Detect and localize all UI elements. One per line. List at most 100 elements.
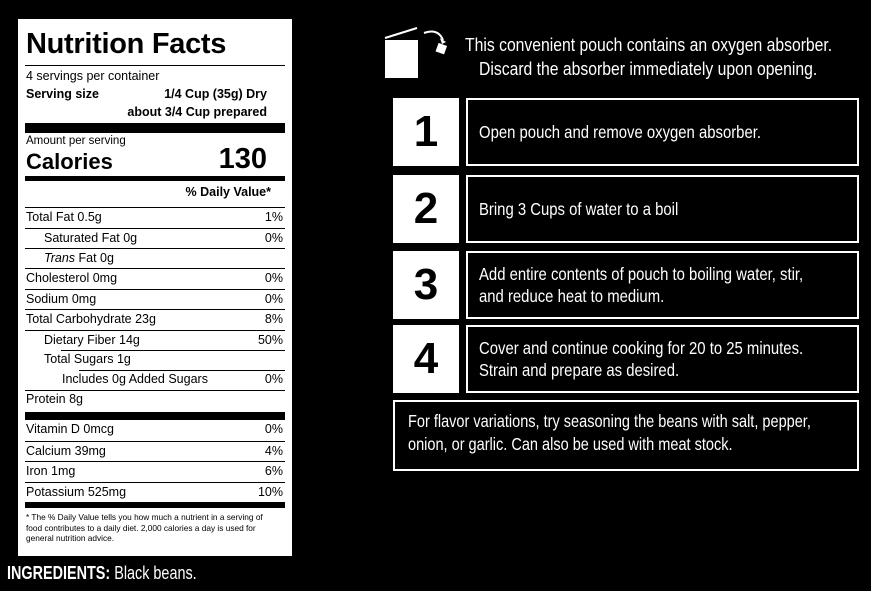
nutrient-label-text: Dietary Fiber 14g bbox=[44, 333, 140, 347]
nutrient-row: Vitamin D 0mcg 0% bbox=[25, 420, 285, 440]
nutrient-row: Total Sugars 1g bbox=[25, 350, 285, 370]
nutrient-label: Dietary Fiber 14g bbox=[44, 331, 140, 350]
nutrition-facts-panel: Nutrition Facts 4 servings per container… bbox=[18, 19, 292, 556]
nutrient-label: Potassium 525mg bbox=[26, 483, 126, 502]
nutrient-label-text: Protein 8g bbox=[26, 392, 83, 406]
nutrient-daily-value: 50% bbox=[257, 333, 283, 347]
step-text: Cover and continue cooking for 20 to 25 … bbox=[479, 337, 860, 381]
step-number: 4 bbox=[393, 325, 459, 393]
flavor-variations-box: For flavor variations, try seasoning the… bbox=[393, 400, 859, 471]
nutrient-label-text: Saturated Fat 0g bbox=[44, 231, 138, 245]
nutrient-label: Total Sugars 1g bbox=[44, 350, 131, 369]
nutrient-row: Dietary Fiber 14g 50% bbox=[25, 330, 285, 350]
nutrient-row: Total Fat 0.5g 1% bbox=[25, 207, 285, 227]
nutrient-daily-value: 0% bbox=[264, 271, 283, 285]
amount-per-serving: Amount per serving bbox=[26, 135, 126, 147]
step-text: Open pouch and remove oxygen absorber. bbox=[479, 121, 811, 143]
oxygen-notice-line2: Discard the absorber immediately upon op… bbox=[479, 58, 818, 79]
pouch-absorber-icon bbox=[384, 27, 448, 78]
footnote: * The % Daily Value tells you how much a… bbox=[26, 512, 263, 543]
ingredients: INGREDIENTS: Black beans. bbox=[7, 563, 244, 583]
serving-prepared: about 3/4 Cup prepared bbox=[127, 105, 267, 119]
nutrient-label-text: Fat 0g bbox=[75, 251, 114, 265]
nutrient-label-text: Includes 0g Added Sugars bbox=[62, 372, 208, 386]
nutrient-daily-value: 0% bbox=[264, 372, 283, 386]
divider bbox=[61, 350, 285, 351]
nutrient-daily-value: 6% bbox=[264, 464, 283, 478]
nutrient-daily-value: 8% bbox=[264, 312, 283, 326]
nutrient-label: Vitamin D 0mcg bbox=[26, 420, 114, 439]
daily-value-header: % Daily Value* bbox=[185, 185, 271, 199]
nutrient-daily-value: 0% bbox=[264, 422, 283, 436]
nutrient-label: Calcium 39mg bbox=[26, 442, 106, 461]
nutrient-row: Sodium 0mg 0% bbox=[25, 289, 285, 309]
nutrient-label-text: Sodium 0mg bbox=[26, 292, 97, 306]
nutrient-row: Total Carbohydrate 23g 8% bbox=[25, 309, 285, 329]
nutrient-row: Potassium 525mg 10% bbox=[25, 482, 285, 502]
nutrient-label: Protein 8g bbox=[26, 390, 83, 409]
nutrient-label: Total Fat 0.5g bbox=[26, 208, 102, 227]
divider bbox=[25, 65, 285, 66]
step-text-line: Open pouch and remove oxygen absorber. bbox=[479, 122, 761, 142]
nutrient-daily-value: 0% bbox=[264, 231, 283, 245]
nutrient-label: Includes 0g Added Sugars bbox=[62, 370, 208, 389]
step-text-line: Add entire contents of pouch to boiling … bbox=[479, 264, 804, 284]
step-text-line: Cover and continue cooking for 20 to 25 … bbox=[479, 338, 804, 358]
serving-size-value: 1/4 Cup (35g) Dry bbox=[164, 87, 267, 101]
nutrient-row: Protein 8g bbox=[25, 390, 285, 410]
nutrient-row: Iron 1mg 6% bbox=[25, 461, 285, 481]
nutrient-daily-value: 1% bbox=[264, 210, 283, 224]
nutrient-label: Trans Fat 0g bbox=[44, 249, 114, 268]
step-text: Bring 3 Cups of water to a boil bbox=[479, 198, 713, 220]
step-instruction: Bring 3 Cups of water to a boil bbox=[466, 175, 859, 243]
nutrient-row: Includes 0g Added Sugars 0% bbox=[25, 370, 285, 390]
step-instruction: Cover and continue cooking for 20 to 25 … bbox=[466, 325, 859, 393]
step-text-line: Strain and prepare as desired. bbox=[479, 360, 680, 380]
nutrient-label-text: Vitamin D 0mcg bbox=[26, 422, 114, 436]
step-text-line: Bring 3 Cups of water to a boil bbox=[479, 199, 679, 219]
nutrient-label: Total Carbohydrate 23g bbox=[26, 310, 156, 329]
nutrient-label-text: Total Carbohydrate 23g bbox=[26, 312, 156, 326]
nutrient-daily-value: 0% bbox=[264, 292, 283, 306]
flavor-line2: onion, or garlic. Can also be used with … bbox=[408, 434, 733, 454]
thick-divider bbox=[25, 502, 285, 508]
medium-divider bbox=[25, 176, 285, 181]
nutrition-title: Nutrition Facts bbox=[26, 28, 227, 60]
nutrient-label-text: Iron 1mg bbox=[26, 464, 76, 478]
nutrient-row: Trans Fat 0g bbox=[25, 248, 285, 268]
nutrient-label-text: Total Fat 0.5g bbox=[26, 210, 102, 224]
nutrient-row: Calcium 39mg 4% bbox=[25, 441, 285, 461]
step-number: 1 bbox=[393, 98, 459, 166]
ingredients-value: Black beans. bbox=[110, 563, 197, 583]
nutrient-daily-value: 10% bbox=[257, 485, 283, 499]
nutrient-row: Saturated Fat 0g 0% bbox=[25, 228, 285, 248]
thick-divider bbox=[25, 123, 285, 133]
calories-value: 130 bbox=[218, 143, 267, 175]
serving-size-label: Serving size bbox=[26, 87, 99, 101]
oxygen-notice-line1: This convenient pouch contains an oxygen… bbox=[465, 34, 833, 55]
divider bbox=[79, 370, 285, 371]
step-text: Add entire contents of pouch to boiling … bbox=[479, 263, 860, 307]
nutrient-row: Cholesterol 0mg 0% bbox=[25, 268, 285, 288]
nutrient-daily-value: 4% bbox=[264, 444, 283, 458]
step-text-line: and reduce heat to medium. bbox=[479, 286, 665, 306]
nutrient-label-italic: Trans bbox=[44, 251, 76, 265]
thick-divider bbox=[25, 412, 285, 420]
step-number: 3 bbox=[393, 251, 459, 319]
divider bbox=[25, 390, 285, 391]
nutrient-label: Iron 1mg bbox=[26, 462, 75, 481]
nutrient-label-text: Calcium 39mg bbox=[26, 444, 106, 458]
nutrient-label-text: Potassium 525mg bbox=[26, 485, 127, 499]
nutrient-label: Cholesterol 0mg bbox=[26, 269, 117, 288]
nutrient-label-text: Total Sugars 1g bbox=[44, 352, 131, 366]
nutrient-label-text: Cholesterol 0mg bbox=[26, 271, 118, 285]
step-instruction: Add entire contents of pouch to boiling … bbox=[466, 251, 859, 319]
ingredients-label: INGREDIENTS: bbox=[7, 563, 111, 583]
step-instruction: Open pouch and remove oxygen absorber. bbox=[466, 98, 859, 166]
nutrient-label: Saturated Fat 0g bbox=[44, 229, 137, 248]
calories-label: Calories bbox=[26, 149, 113, 174]
flavor-line1: For flavor variations, try seasoning the… bbox=[408, 411, 811, 431]
nutrient-label: Sodium 0mg bbox=[26, 290, 96, 309]
step-number: 2 bbox=[393, 175, 459, 243]
servings-per-container: 4 servings per container bbox=[26, 69, 160, 83]
